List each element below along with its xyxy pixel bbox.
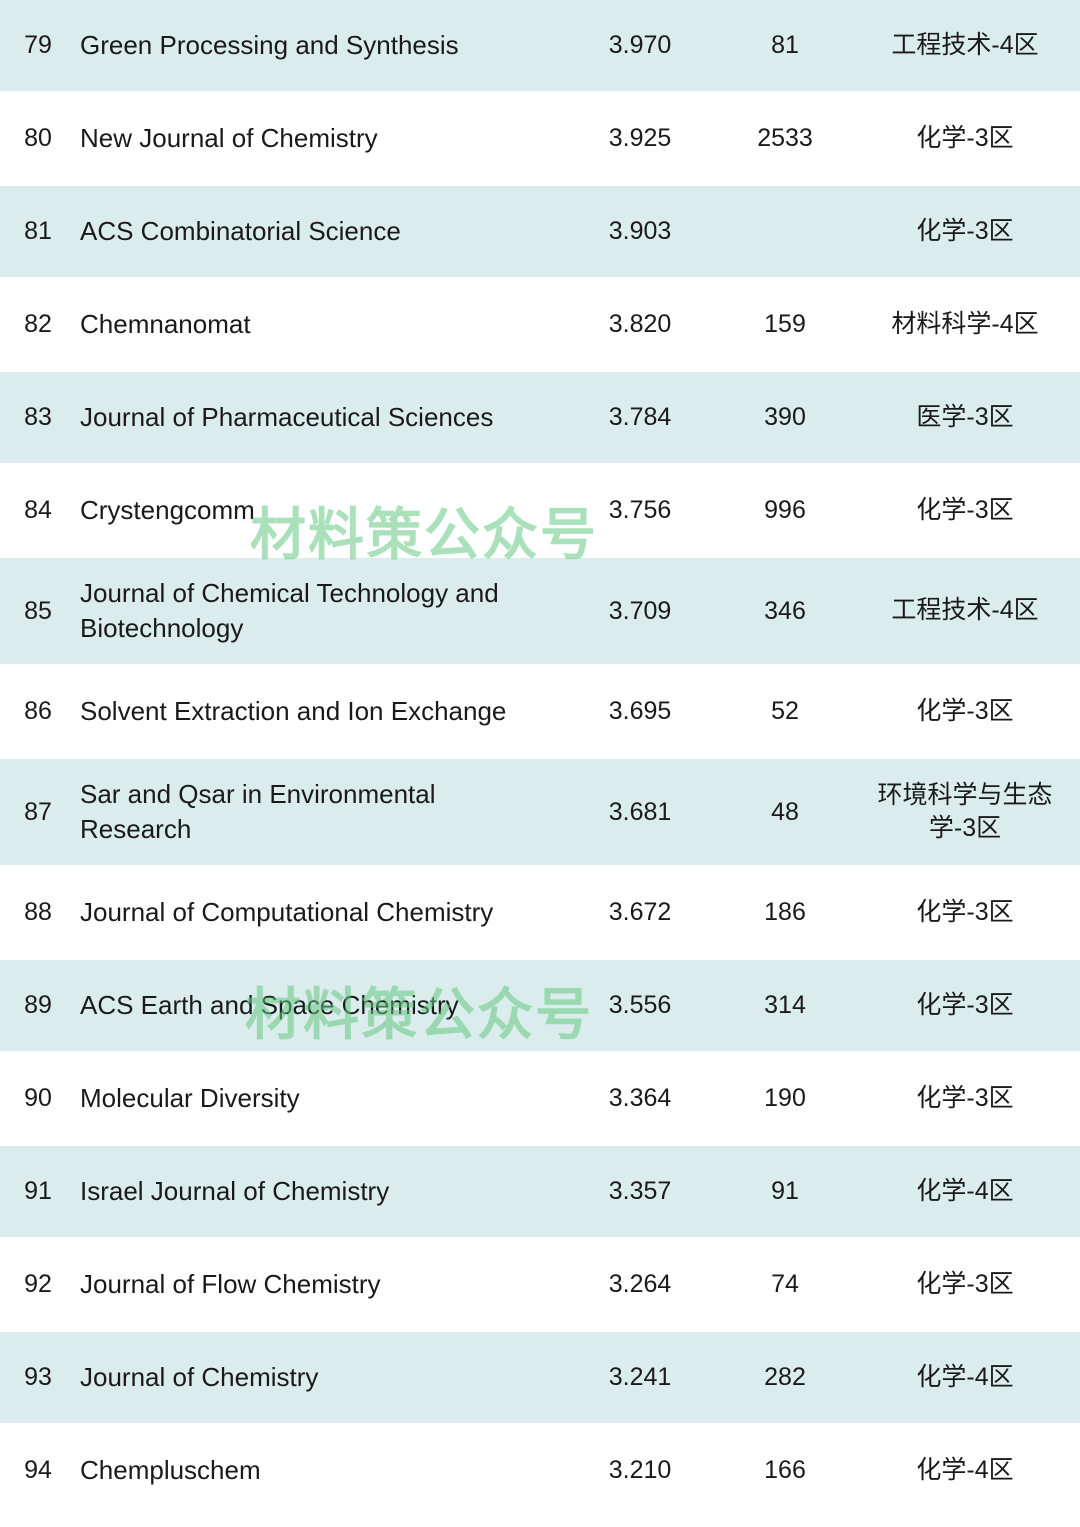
count-cell: 190 <box>710 1084 860 1113</box>
rank-cell: 82 <box>0 310 70 339</box>
journal-name-cell: Journal of Flow Chemistry <box>70 1267 570 1302</box>
journal-name-cell: Molecular Diversity <box>70 1081 570 1116</box>
score-cell: 3.672 <box>570 898 710 927</box>
journal-name-cell: Journal of Computational Chemistry <box>70 895 570 930</box>
rank-cell: 92 <box>0 1270 70 1299</box>
journal-name-cell: Chempluschem <box>70 1453 570 1488</box>
rank-cell: 86 <box>0 697 70 726</box>
rank-cell: 87 <box>0 798 70 827</box>
count-cell: 186 <box>710 898 860 927</box>
score-cell: 3.695 <box>570 697 710 726</box>
table-row: 93Journal of Chemistry3.241282化学-4区 <box>0 1332 1080 1425</box>
journal-name-cell: New Journal of Chemistry <box>70 121 570 156</box>
count-cell: 48 <box>710 798 860 827</box>
journal-name-cell: Chemnanomat <box>70 307 570 342</box>
score-cell: 3.364 <box>570 1084 710 1113</box>
journal-name-cell: ACS Earth and Space Chemistry <box>70 988 570 1023</box>
score-cell: 3.681 <box>570 798 710 827</box>
journal-name-cell: Green Processing and Synthesis <box>70 28 570 63</box>
count-cell: 159 <box>710 310 860 339</box>
score-cell: 3.925 <box>570 124 710 153</box>
table-row: 89ACS Earth and Space Chemistry3.556314化… <box>0 960 1080 1053</box>
journal-name-cell: Sar and Qsar in Environmental Research <box>70 777 570 847</box>
table-row: 82Chemnanomat3.820159材料科学-4区 <box>0 279 1080 372</box>
journal-name-cell: Journal of Chemical Technology and Biote… <box>70 576 570 646</box>
journal-name-cell: Crystengcomm <box>70 493 570 528</box>
rank-cell: 94 <box>0 1456 70 1485</box>
journal-name-cell: Solvent Extraction and Ion Exchange <box>70 694 570 729</box>
rank-cell: 80 <box>0 124 70 153</box>
count-cell: 91 <box>710 1177 860 1206</box>
category-cell: 化学-3区 <box>860 215 1070 249</box>
rank-cell: 81 <box>0 217 70 246</box>
rank-cell: 79 <box>0 31 70 60</box>
score-cell: 3.210 <box>570 1456 710 1485</box>
count-cell: 166 <box>710 1456 860 1485</box>
table-row: 86Solvent Extraction and Ion Exchange3.6… <box>0 666 1080 759</box>
rank-cell: 85 <box>0 597 70 626</box>
category-cell: 环境科学与生态学-3区 <box>860 779 1070 847</box>
journal-table: 79Green Processing and Synthesis3.97081工… <box>0 0 1080 1518</box>
category-cell: 医学-3区 <box>860 401 1070 435</box>
rank-cell: 88 <box>0 898 70 927</box>
count-cell: 314 <box>710 991 860 1020</box>
rank-cell: 89 <box>0 991 70 1020</box>
category-cell: 化学-3区 <box>860 494 1070 528</box>
count-cell: 81 <box>710 31 860 60</box>
table-row: 87Sar and Qsar in Environmental Research… <box>0 759 1080 867</box>
count-cell: 390 <box>710 403 860 432</box>
count-cell: 52 <box>710 697 860 726</box>
category-cell: 化学-3区 <box>860 896 1070 930</box>
count-cell: 74 <box>710 1270 860 1299</box>
score-cell: 3.903 <box>570 217 710 246</box>
rank-cell: 83 <box>0 403 70 432</box>
table-row: 88Journal of Computational Chemistry3.67… <box>0 867 1080 960</box>
table-row: 84Crystengcomm3.756996化学-3区 <box>0 465 1080 558</box>
rank-cell: 84 <box>0 496 70 525</box>
category-cell: 化学-3区 <box>860 1082 1070 1116</box>
table-row: 92Journal of Flow Chemistry3.26474化学-3区 <box>0 1239 1080 1332</box>
score-cell: 3.556 <box>570 991 710 1020</box>
table-row: 83Journal of Pharmaceutical Sciences3.78… <box>0 372 1080 465</box>
category-cell: 化学-4区 <box>860 1361 1070 1395</box>
score-cell: 3.820 <box>570 310 710 339</box>
table-row: 79Green Processing and Synthesis3.97081工… <box>0 0 1080 93</box>
category-cell: 化学-4区 <box>860 1454 1070 1488</box>
category-cell: 化学-3区 <box>860 989 1070 1023</box>
category-cell: 化学-3区 <box>860 695 1070 729</box>
count-cell: 2533 <box>710 124 860 153</box>
count-cell: 346 <box>710 597 860 626</box>
score-cell: 3.241 <box>570 1363 710 1392</box>
count-cell: 282 <box>710 1363 860 1392</box>
category-cell: 化学-3区 <box>860 122 1070 156</box>
category-cell: 化学-4区 <box>860 1175 1070 1209</box>
score-cell: 3.357 <box>570 1177 710 1206</box>
category-cell: 工程技术-4区 <box>860 594 1070 628</box>
table-row: 94Chempluschem3.210166化学-4区 <box>0 1425 1080 1518</box>
category-cell: 工程技术-4区 <box>860 29 1070 63</box>
journal-name-cell: ACS Combinatorial Science <box>70 214 570 249</box>
journal-name-cell: Israel Journal of Chemistry <box>70 1174 570 1209</box>
journal-name-cell: Journal of Pharmaceutical Sciences <box>70 400 570 435</box>
count-cell: 996 <box>710 496 860 525</box>
score-cell: 3.709 <box>570 597 710 626</box>
table-row: 81ACS Combinatorial Science3.903 化学-3区 <box>0 186 1080 279</box>
table-row: 91Israel Journal of Chemistry3.35791化学-4… <box>0 1146 1080 1239</box>
rank-cell: 90 <box>0 1084 70 1113</box>
table-row: 85Journal of Chemical Technology and Bio… <box>0 558 1080 666</box>
score-cell: 3.784 <box>570 403 710 432</box>
table-row: 90Molecular Diversity3.364190化学-3区 <box>0 1053 1080 1146</box>
rank-cell: 93 <box>0 1363 70 1392</box>
score-cell: 3.264 <box>570 1270 710 1299</box>
journal-name-cell: Journal of Chemistry <box>70 1360 570 1395</box>
category-cell: 化学-3区 <box>860 1268 1070 1302</box>
table-row: 80New Journal of Chemistry3.9252533化学-3区 <box>0 93 1080 186</box>
score-cell: 3.970 <box>570 31 710 60</box>
category-cell: 材料科学-4区 <box>860 308 1070 342</box>
score-cell: 3.756 <box>570 496 710 525</box>
rank-cell: 91 <box>0 1177 70 1206</box>
